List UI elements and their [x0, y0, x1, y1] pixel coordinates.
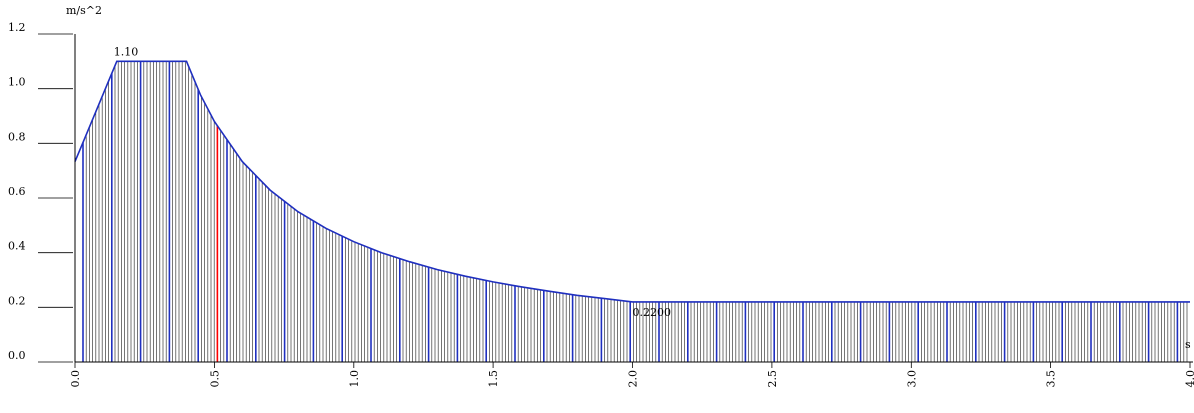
x-tick-label: 1.0	[348, 370, 361, 388]
y-unit-label: m/s^2	[66, 4, 102, 17]
chart-text: 0.0 0.2 0.4 0.6 0.8 1.0 1.2 0.0 0.5 1.0 1.5 2.0 2.5 3…	[8, 4, 1194, 388]
x-tick-label: 2.0	[627, 370, 640, 388]
x-tick-label: 0.0	[69, 370, 82, 388]
y-tick-label: 1.0	[8, 76, 26, 89]
x-tick-label: 4.0	[1184, 370, 1194, 388]
value-annotation: 1.10	[114, 45, 139, 58]
y-tick-label: 0.6	[8, 185, 26, 198]
y-tick-label: 0.8	[8, 130, 26, 143]
y-tick-label: 0.4	[8, 240, 26, 253]
x-tick-label: 3.5	[1045, 370, 1058, 388]
x-tick-label: 1.5	[487, 370, 500, 388]
spectrum-curve-layer	[74, 60, 1190, 303]
x-tick-label: 3.0	[905, 370, 918, 388]
y-tick-label: 0.0	[8, 349, 26, 362]
axes	[38, 33, 1193, 368]
y-tick-label: 0.2	[8, 294, 26, 307]
y-tick-label: 1.2	[8, 21, 26, 34]
x-tick-label: 2.5	[766, 370, 779, 388]
spectrum-fill	[82, 61, 1188, 362]
x-unit-label: s	[1185, 338, 1191, 351]
spectrum-curve	[74, 60, 1190, 303]
x-tick-label: 0.5	[208, 370, 221, 388]
value-annotation: 0.2200	[633, 306, 672, 319]
